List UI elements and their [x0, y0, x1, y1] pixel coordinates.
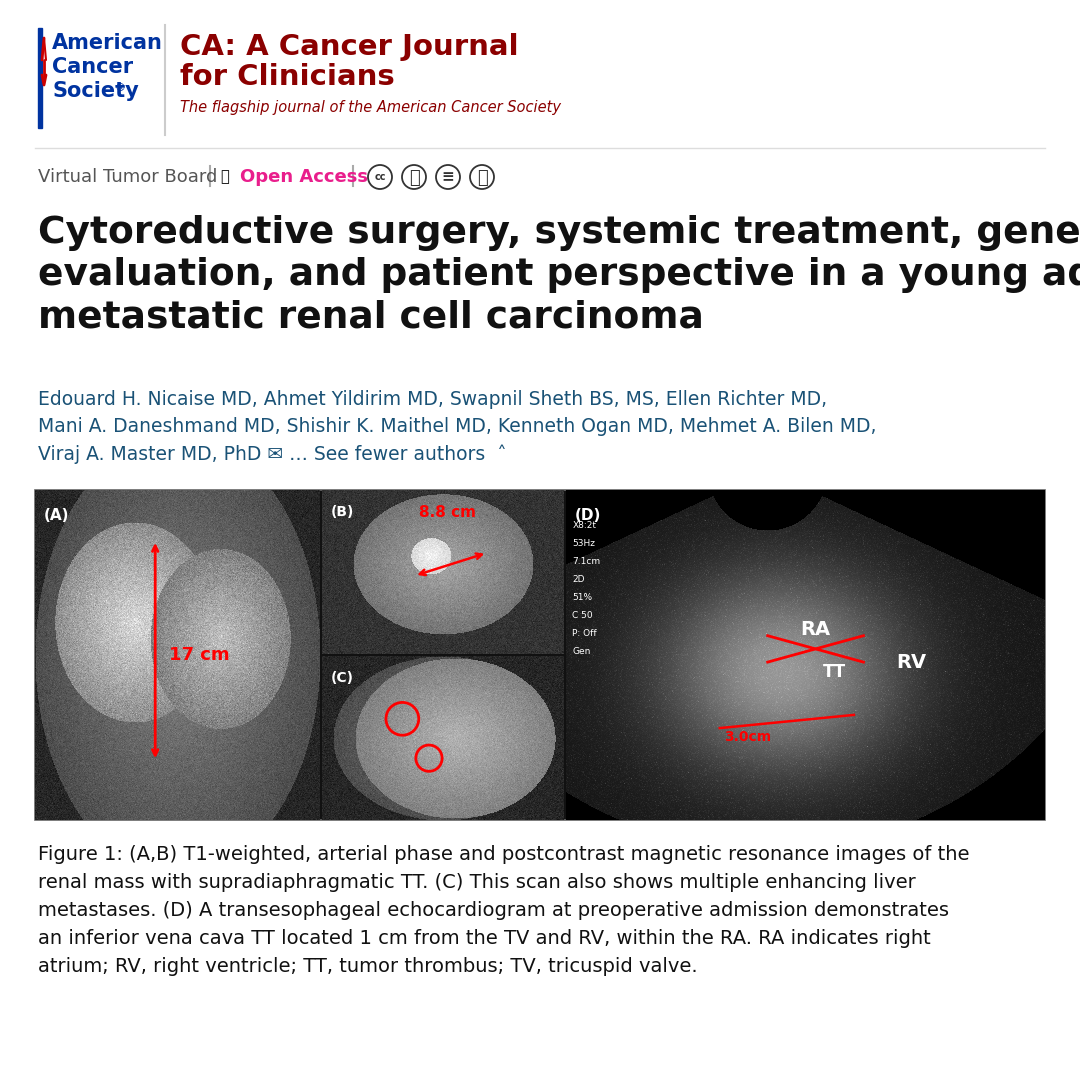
Text: Cytoreductive surgery, systemic treatment, genetic: Cytoreductive surgery, systemic treatmen… — [38, 215, 1080, 251]
Text: metastases. (D) A transesophageal echocardiogram at preoperative admission demon: metastases. (D) A transesophageal echoca… — [38, 901, 949, 920]
Text: for Clinicians: for Clinicians — [180, 63, 395, 91]
Text: 51%: 51% — [572, 593, 593, 602]
Text: 2D: 2D — [572, 575, 585, 583]
Text: Cancer: Cancer — [52, 57, 133, 77]
Bar — [35, 490, 1045, 820]
Text: ®: ® — [114, 83, 126, 93]
Text: an inferior vena cava TT located 1 cm from the TV and RV, within the RA. RA indi: an inferior vena cava TT located 1 cm fr… — [38, 929, 931, 948]
Text: evaluation, and patient perspective in a young adult with: evaluation, and patient perspective in a… — [38, 257, 1080, 293]
Text: P: Off: P: Off — [572, 629, 597, 637]
Text: The flagship journal of the American Cancer Society: The flagship journal of the American Can… — [180, 100, 561, 114]
Text: renal mass with supradiaphragmatic TT. (C) This scan also shows multiple enhanci: renal mass with supradiaphragmatic TT. (… — [38, 873, 916, 892]
Text: 7.1cm: 7.1cm — [572, 556, 600, 566]
Text: 17 cm: 17 cm — [170, 647, 230, 664]
Text: (A): (A) — [43, 509, 69, 524]
Text: atrium; RV, right ventricle; TT, tumor thrombus; TV, tricuspid valve.: atrium; RV, right ventricle; TT, tumor t… — [38, 957, 698, 976]
Text: 53Hz: 53Hz — [572, 539, 595, 548]
Text: (C): (C) — [330, 671, 353, 685]
Text: Viraj A. Master MD, PhD ✉ … See fewer authors  ˄: Viraj A. Master MD, PhD ✉ … See fewer au… — [38, 444, 507, 463]
Text: 🔓: 🔓 — [220, 168, 229, 184]
Text: Society: Society — [52, 81, 138, 102]
Text: (D): (D) — [575, 509, 600, 524]
Text: Mani A. Daneshmand MD, Shishir K. Maithel MD, Kenneth Ogan MD, Mehmet A. Bilen M: Mani A. Daneshmand MD, Shishir K. Maithe… — [38, 417, 877, 436]
Bar — [38, 28, 42, 129]
Text: TT: TT — [823, 663, 847, 681]
Text: C 50: C 50 — [572, 610, 593, 620]
Text: Virtual Tumor Board: Virtual Tumor Board — [38, 168, 217, 186]
Text: cc: cc — [375, 172, 386, 183]
Text: ⓘ: ⓘ — [408, 168, 419, 187]
Text: RA: RA — [800, 620, 831, 638]
Text: X8:2t: X8:2t — [572, 521, 596, 529]
Text: 3.0cm: 3.0cm — [725, 730, 772, 744]
Text: RV: RV — [896, 652, 927, 672]
Text: Open Access: Open Access — [240, 168, 368, 186]
Text: Gen: Gen — [572, 647, 591, 656]
Text: Edouard H. Nicaise MD, Ahmet Yildirim MD, Swapnil Sheth BS, MS, Ellen Richter MD: Edouard H. Nicaise MD, Ahmet Yildirim MD… — [38, 390, 827, 409]
Text: ≡: ≡ — [442, 170, 455, 185]
Text: metastatic renal cell carcinoma: metastatic renal cell carcinoma — [38, 299, 704, 335]
Text: Figure 1: (A,B) T1-weighted, arterial phase and postcontrast magnetic resonance : Figure 1: (A,B) T1-weighted, arterial ph… — [38, 845, 970, 864]
Text: Ⓢ: Ⓢ — [476, 168, 487, 187]
Text: 8.8 cm: 8.8 cm — [419, 504, 476, 519]
Text: American: American — [52, 33, 163, 53]
Text: (B): (B) — [330, 504, 354, 518]
Text: CA: A Cancer Journal: CA: A Cancer Journal — [180, 33, 518, 60]
